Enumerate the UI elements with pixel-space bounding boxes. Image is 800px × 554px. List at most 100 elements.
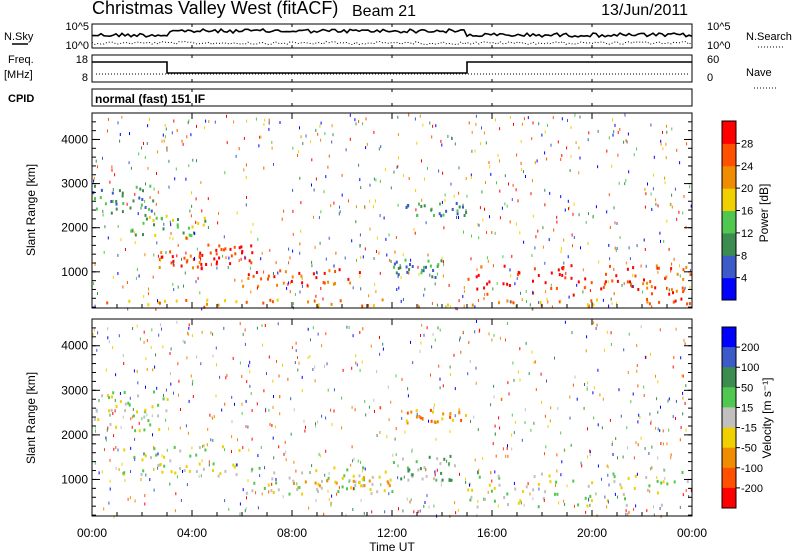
echo-cell	[333, 466, 336, 470]
echo-cell	[682, 211, 684, 215]
echo-cell	[384, 510, 386, 514]
echo-cell	[187, 236, 189, 240]
echo-cell	[434, 282, 436, 286]
echo-cell	[185, 298, 188, 302]
echo-cell	[145, 357, 147, 361]
colorbar-tick-label: 24	[741, 161, 753, 173]
echo-cell	[242, 488, 244, 492]
echo-cell	[273, 272, 274, 275]
echo-cell	[561, 273, 564, 277]
echo-cell	[365, 413, 367, 417]
echo-cell	[547, 425, 549, 428]
echo-cell	[588, 212, 589, 216]
echo-cell	[598, 260, 600, 264]
echo-cell	[257, 284, 260, 288]
echo-cell	[144, 206, 147, 209]
echo-cell	[252, 222, 254, 226]
echo-cell	[541, 400, 542, 404]
echo-cell	[470, 173, 472, 177]
echo-cell	[144, 156, 146, 160]
echo-cell	[250, 392, 252, 395]
echo-cell	[477, 299, 479, 302]
echo-cell	[670, 202, 672, 206]
echo-cell	[404, 430, 406, 434]
echo-cell	[438, 364, 440, 368]
echo-cell	[462, 203, 464, 207]
echo-cell	[442, 412, 445, 416]
echo-cell	[144, 199, 146, 203]
echo-cell	[435, 437, 437, 441]
echo-cell	[469, 498, 472, 502]
echo-cell	[162, 345, 164, 349]
echo-cell	[108, 501, 110, 505]
colorbar-tick-label: 20	[741, 183, 753, 195]
echo-cell	[488, 280, 491, 284]
echo-cell	[566, 146, 568, 150]
echo-cell	[670, 288, 673, 292]
echo-cell	[250, 469, 253, 473]
echo-cell	[273, 471, 276, 475]
colorbar-segment	[722, 407, 736, 428]
echo-cell	[362, 327, 364, 331]
echo-cell	[609, 418, 611, 422]
echo-cell	[644, 447, 646, 450]
echo-cell	[279, 412, 281, 416]
echo-cell	[290, 397, 292, 401]
echo-cell	[379, 406, 381, 410]
echo-cell	[156, 386, 158, 390]
echo-cell	[240, 245, 243, 249]
echo-cell	[474, 149, 476, 153]
echo-cell	[355, 220, 357, 224]
echo-cell	[484, 293, 486, 296]
echo-cell	[399, 264, 401, 268]
echo-cell	[359, 331, 361, 334]
echo-cell	[151, 328, 153, 332]
echo-cell	[619, 236, 621, 240]
echo-cell	[339, 205, 340, 209]
echo-cell	[418, 202, 420, 206]
noise-search-line	[91, 40, 693, 46]
echo-cell	[655, 198, 657, 202]
echo-cell	[298, 486, 301, 489]
echo-cell	[552, 116, 554, 120]
echo-cell	[163, 393, 164, 397]
echo-cell	[508, 392, 510, 396]
echo-cell	[161, 327, 162, 331]
echo-cell	[664, 181, 666, 185]
echo-cell	[592, 214, 594, 218]
echo-cell	[117, 224, 119, 228]
echo-cell	[544, 130, 546, 134]
echo-cell	[491, 338, 493, 342]
echo-cell	[589, 449, 591, 453]
echo-cell	[246, 380, 248, 384]
echo-cell	[430, 419, 433, 423]
echo-cell	[557, 140, 559, 144]
echo-cell	[588, 131, 590, 135]
echo-cell	[473, 415, 475, 419]
echo-cell	[198, 474, 200, 478]
echo-cell	[387, 385, 389, 389]
echo-cell	[281, 217, 283, 221]
echo-cell	[138, 274, 140, 278]
echo-cell	[523, 503, 525, 507]
echo-cell	[406, 497, 408, 501]
echo-cell	[656, 397, 658, 401]
echo-cell	[425, 474, 428, 478]
echo-cell	[331, 124, 333, 128]
echo-cell	[442, 213, 445, 217]
echo-cell	[509, 220, 511, 224]
echo-cell	[558, 300, 561, 304]
echo-cell	[490, 489, 493, 493]
echo-cell	[173, 445, 176, 449]
echo-cell	[655, 264, 658, 268]
echo-cell	[148, 287, 149, 291]
echo-cell	[298, 150, 300, 154]
echo-cell	[606, 149, 608, 153]
echo-cell	[483, 286, 486, 290]
echo-cell	[153, 488, 155, 492]
echo-cell	[256, 402, 258, 406]
echo-cell	[263, 389, 265, 393]
echo-cell	[179, 426, 181, 430]
echo-cell	[474, 305, 476, 309]
echo-cell	[556, 215, 558, 219]
